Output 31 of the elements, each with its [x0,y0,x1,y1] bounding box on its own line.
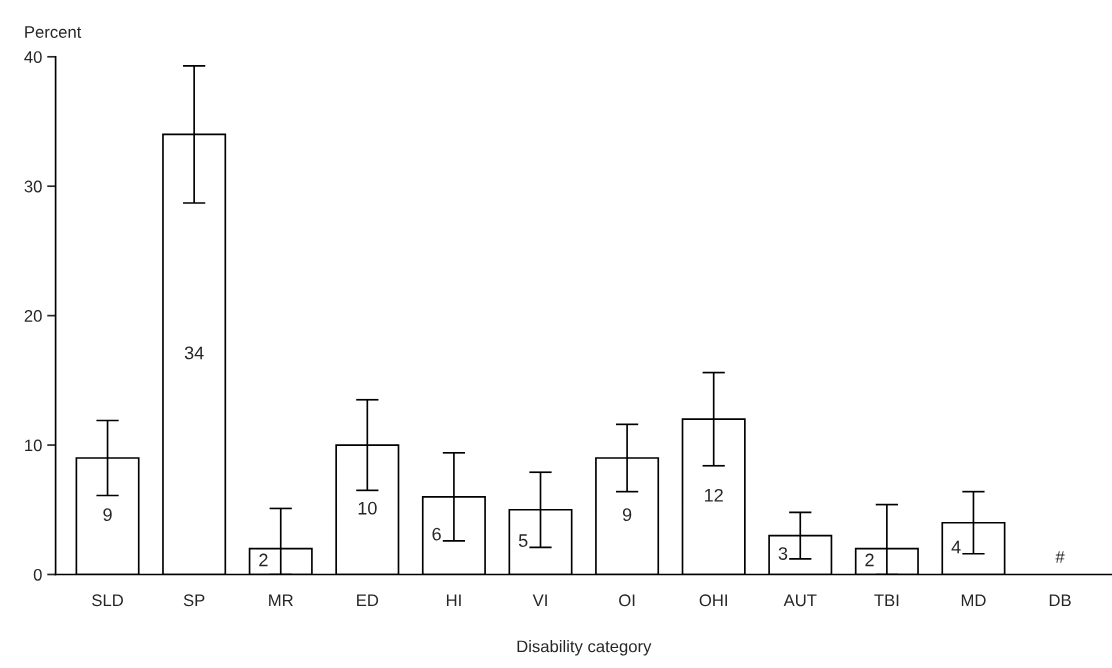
y-tick-label: 0 [33,568,42,581]
x-tick-label: AUT [783,594,817,607]
x-tick-label: SP [183,594,205,607]
data-label: 4 [951,540,961,554]
x-tick-label: HI [446,594,461,606]
data-label: 9 [622,508,632,522]
x-tick-label: MD [961,594,986,606]
data-label: 34 [184,346,204,360]
y-tick-label: 20 [24,310,42,322]
data-label: 2 [259,553,268,567]
y-tick-label: 40 [24,51,42,63]
data-label: 2 [865,553,874,567]
x-tick-label: MR [269,594,293,606]
data-label: 5 [518,534,528,547]
data-label: 3 [778,547,788,560]
text: # [1055,551,1065,563]
x-tick-label: OI [619,594,635,607]
x-axis-title: Disability category [517,640,652,656]
data-label: 12 [705,488,723,502]
data-label: 9 [103,508,112,522]
y-axis-title: Percent [25,26,82,38]
y-tick-label: 10 [25,439,42,452]
x-tick-label: SLD [92,594,123,607]
x-tick-label: OHI [699,594,727,607]
y-tick-label: 30 [24,180,42,193]
data-label: 6 [432,527,441,541]
x-tick-label: ED [357,594,379,606]
x-tick-label: DB [1049,594,1071,606]
data-label: 10 [358,501,377,515]
x-tick-label: TBI [874,594,899,606]
x-tick-label: VI [532,594,547,606]
